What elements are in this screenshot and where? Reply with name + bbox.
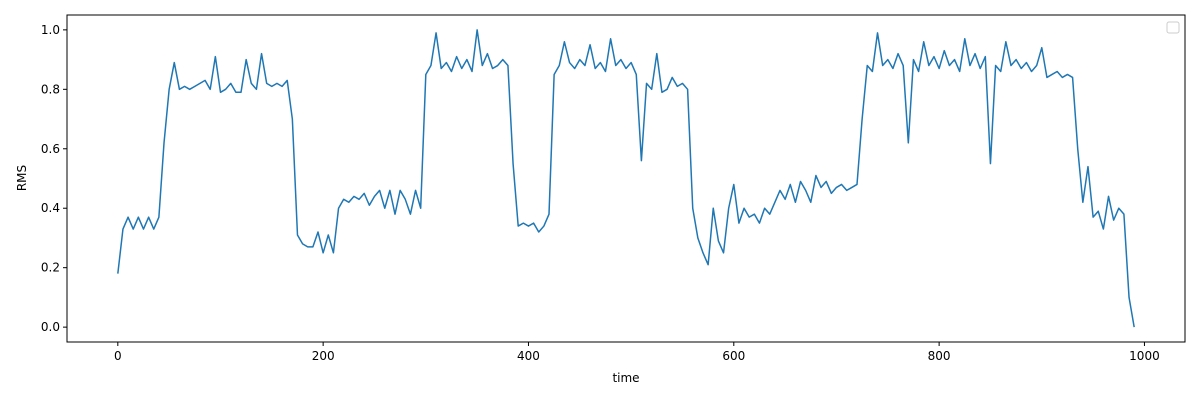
y-tick-label: 0.8 bbox=[41, 82, 60, 96]
x-tick-label: 400 bbox=[517, 349, 540, 363]
x-tick-label: 1000 bbox=[1129, 349, 1160, 363]
x-axis-label: time bbox=[612, 371, 639, 385]
y-tick-label: 0.2 bbox=[41, 261, 60, 275]
line-series bbox=[117, 29, 1135, 328]
x-tick-label: 200 bbox=[312, 349, 335, 363]
y-axis-label: RMS bbox=[15, 165, 29, 191]
x-tick-label: 800 bbox=[928, 349, 951, 363]
y-tick-label: 0.4 bbox=[41, 201, 60, 215]
y-tick-label: 0.0 bbox=[41, 320, 60, 334]
y-tick-label: 0.6 bbox=[41, 142, 60, 156]
plot-frame bbox=[66, 14, 1186, 343]
x-tick-label: 0 bbox=[114, 349, 122, 363]
legend-box bbox=[1166, 21, 1180, 34]
x-tick-label: 600 bbox=[722, 349, 745, 363]
y-tick-label: 1.0 bbox=[41, 23, 60, 37]
